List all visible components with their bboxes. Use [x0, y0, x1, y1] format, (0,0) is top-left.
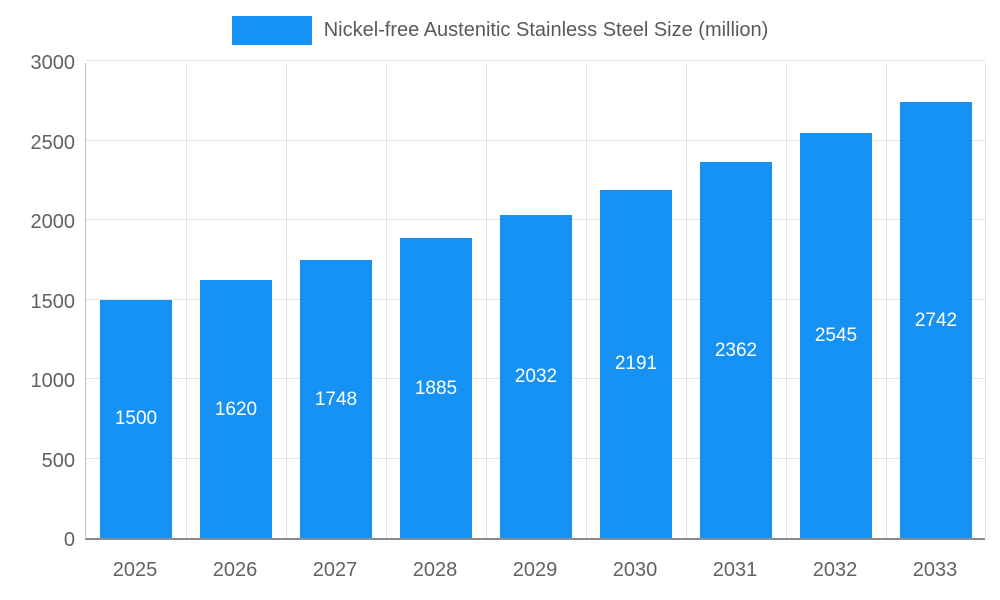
gridline-vertical: [186, 63, 187, 538]
x-tick-label: 2029: [512, 559, 558, 581]
gridline-vertical: [985, 63, 986, 538]
y-tick-label: 1500: [30, 290, 76, 313]
bar-value-label: 2032: [514, 365, 558, 387]
y-tick-label: 1000: [30, 370, 76, 392]
legend-label: Nickel-free Austenitic Stainless Steel S…: [323, 19, 769, 41]
y-tick-label: 500: [41, 449, 75, 472]
bar-value-label: 2191: [614, 353, 658, 375]
x-tick-label: 2028: [412, 559, 458, 581]
gridline-horizontal: [86, 139, 985, 141]
x-tick-label: 2027: [312, 559, 358, 581]
bar-2033: 2742: [900, 102, 972, 538]
x-tick-label: 2033: [912, 559, 958, 581]
bar-value-label: 2545: [814, 325, 858, 347]
gridline-vertical: [786, 63, 787, 538]
bar-value-label: 1748: [314, 388, 358, 410]
bar-value-label: 2742: [914, 309, 958, 331]
bar-2026: 1620: [200, 280, 272, 538]
y-tick-label: 3000: [30, 52, 76, 74]
gridline-horizontal: [86, 60, 985, 61]
y-tick-label: 2000: [30, 211, 76, 233]
x-axis-labels: 2025 2026 2027 2028 2029 2030 2031 2032 2033: [85, 552, 985, 582]
bar-2032: 2545: [800, 133, 872, 538]
gridline-vertical: [886, 63, 887, 538]
x-tick-label: 2032: [812, 559, 858, 581]
bar-2028: 1885: [400, 238, 472, 538]
bar-2031: 2362: [700, 162, 772, 538]
x-tick-label: 2030: [612, 559, 658, 581]
plot-area: 1500 1620 1748 1885 2032 2191 2362 2545 2742: [85, 60, 986, 540]
bar-2025: 1500: [100, 299, 172, 538]
gridline-vertical: [286, 63, 287, 538]
gridline-vertical: [686, 63, 687, 538]
legend[interactable]: Nickel-free Austenitic Stainless Steel S…: [0, 14, 1000, 46]
bar-2029: 2032: [500, 214, 572, 538]
gridline-vertical: [486, 63, 487, 538]
bar-value-label: 2362: [714, 339, 758, 361]
y-tick-label: 2500: [30, 131, 76, 154]
gridline-vertical: [586, 63, 587, 538]
x-tick-label: 2031: [712, 559, 758, 581]
bar-value-label: 1500: [114, 408, 158, 430]
legend-swatch: [231, 15, 312, 45]
bar-value-label: 1885: [414, 377, 458, 399]
gridline-vertical: [386, 63, 387, 538]
x-tick-label: 2026: [212, 559, 258, 581]
y-tick-label: 0: [63, 529, 75, 551]
bar-2030: 2191: [600, 189, 672, 538]
x-tick-label: 2025: [112, 559, 158, 581]
bar-2027: 1748: [300, 260, 372, 538]
y-axis-labels: 0 500 1000 1500 2000 2500 3000: [0, 53, 76, 550]
bar-value-label: 1620: [214, 398, 258, 420]
